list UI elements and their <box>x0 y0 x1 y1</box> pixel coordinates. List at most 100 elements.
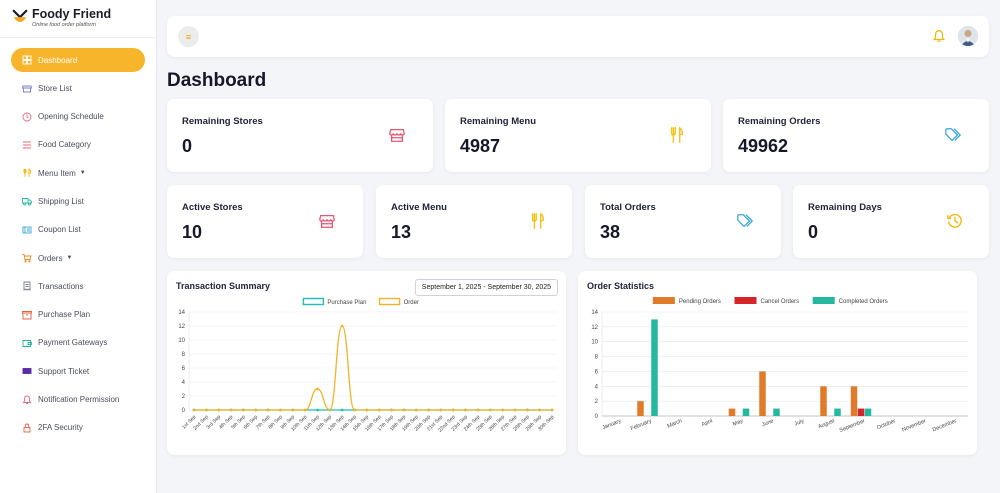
cart-icon <box>22 253 32 263</box>
sidebar-item-label: Shipping List <box>38 196 84 206</box>
panel-title: Order Statistics <box>587 281 655 291</box>
bar <box>820 386 827 416</box>
utensils-icon <box>22 168 32 178</box>
data-point <box>254 408 258 412</box>
ticket-icon <box>22 366 32 376</box>
brand[interactable]: Foody Friend Online food order platform <box>0 0 156 38</box>
y-tick-label: 0 <box>595 414 599 420</box>
bar <box>864 408 872 416</box>
y-tick-label: 10 <box>178 338 185 344</box>
sidebar-item-food-category[interactable]: Food Category <box>11 133 145 157</box>
y-tick-label: 14 <box>178 310 185 316</box>
data-point <box>550 408 554 412</box>
x-tick-label: April <box>701 418 713 428</box>
y-tick-label: 4 <box>595 384 599 390</box>
y-tick-label: 6 <box>595 369 599 375</box>
sidebar-item-dashboard[interactable]: Dashboard <box>11 48 145 72</box>
brand-title: Foody Friend <box>32 7 112 21</box>
data-point <box>340 324 344 328</box>
x-tick-label: November <box>901 418 927 433</box>
avatar[interactable] <box>958 26 978 46</box>
bar <box>651 319 658 416</box>
stat-value: 4987 <box>460 136 501 156</box>
x-tick-label: December <box>932 418 958 433</box>
y-tick-label: 2 <box>182 394 186 400</box>
y-tick-label: 2 <box>595 399 599 405</box>
topbar: ≡ <box>167 16 989 57</box>
sidebar-item-label: Payment Gateways <box>38 338 108 348</box>
order-bar-chart: Pending Orders Cancel Orders Completed Ord… <box>591 297 968 434</box>
bar <box>728 408 736 416</box>
bell-icon[interactable] <box>932 29 946 43</box>
bar <box>773 408 780 416</box>
bar <box>857 408 865 416</box>
data-point <box>303 408 307 412</box>
stat-card-remaining-days: Remaining Days 0 <box>793 185 989 258</box>
data-point <box>279 408 282 412</box>
receipt-icon <box>22 281 32 292</box>
tag-icon <box>737 214 753 228</box>
logo-icon <box>12 9 28 23</box>
y-tick-label: 6 <box>182 366 186 372</box>
stat-value: 38 <box>600 222 621 242</box>
utensils-icon <box>531 212 545 229</box>
data-point <box>488 408 492 412</box>
data-point <box>192 408 196 412</box>
data-point <box>229 408 233 412</box>
utensils-icon <box>670 126 684 143</box>
sidebar-item-store-list[interactable]: Store List <box>11 76 145 100</box>
stat-label: Remaining Menu <box>460 116 537 127</box>
data-point <box>451 408 455 412</box>
data-point <box>538 408 542 412</box>
sidebar-item-menu-item[interactable]: Menu Item ▼ <box>11 161 145 185</box>
clock-icon <box>22 112 32 122</box>
x-tick-label: January <box>602 418 623 431</box>
sidebar-item-support-ticket[interactable]: Support Ticket <box>11 359 145 383</box>
sidebar-item-2fa-security[interactable]: 2FA Security <box>11 416 145 440</box>
date-range-picker[interactable]: September 1, 2025 - September 30, 2025 <box>414 279 558 296</box>
store-icon <box>319 214 335 228</box>
stat-card-remaining-stores: Remaining Stores 0 <box>167 99 433 172</box>
legend-swatch <box>302 297 325 306</box>
truck-icon <box>22 196 32 206</box>
sidebar-item-label: Store List <box>38 83 72 93</box>
x-tick-label: July <box>794 418 806 427</box>
x-tick-label: March <box>667 418 683 429</box>
stat-value: 49962 <box>738 136 789 156</box>
coupon-icon <box>22 225 32 235</box>
stat-value: 0 <box>182 136 193 156</box>
legend-label: Completed Orders <box>839 299 888 305</box>
sidebar-item-coupon-list[interactable]: Coupon List <box>11 218 145 242</box>
menu-toggle-button[interactable]: ≡ <box>178 26 199 47</box>
sidebar-item-label: Opening Schedule <box>38 112 104 122</box>
data-point <box>513 408 517 412</box>
sidebar-item-payment-gateways[interactable]: Payment Gateways <box>11 331 145 355</box>
sidebar-item-opening-schedule[interactable]: Opening Schedule <box>11 105 145 129</box>
sidebar-item-purchase-plan[interactable]: Purchase Plan <box>11 303 145 327</box>
sidebar-item-transactions[interactable]: Transactions <box>11 274 145 298</box>
sidebar-item-label: Menu Item <box>38 168 76 178</box>
sidebar-item-label: Orders <box>38 253 63 263</box>
sidebar-item-label: Notification Permission <box>38 395 120 405</box>
sidebar-item-notification-permission[interactable]: Notification Permission <box>11 388 145 412</box>
sidebar-item-label: 2FA Security <box>38 423 83 433</box>
x-tick-label: May <box>732 418 744 428</box>
data-point <box>501 408 505 412</box>
sidebar-item-orders[interactable]: Orders ▼ <box>11 246 145 270</box>
data-point <box>390 408 393 412</box>
data-point <box>365 408 369 412</box>
sidebar-item-shipping-list[interactable]: Shipping List <box>11 189 145 213</box>
data-point <box>464 408 467 412</box>
sidebar-nav: Dashboard Store List Opening Schedule Food … <box>0 38 156 440</box>
y-tick-label: 12 <box>178 324 185 330</box>
data-point <box>340 408 344 412</box>
stat-label: Remaining Stores <box>182 116 263 127</box>
sidebar-item-label: Transactions <box>38 281 84 291</box>
x-tick-label: June <box>761 418 774 428</box>
legend-label: Purchase Plan <box>327 300 366 306</box>
data-point <box>402 408 406 412</box>
data-point <box>525 408 529 412</box>
legend-label: Pending Orders <box>679 299 721 305</box>
bar <box>850 386 858 416</box>
